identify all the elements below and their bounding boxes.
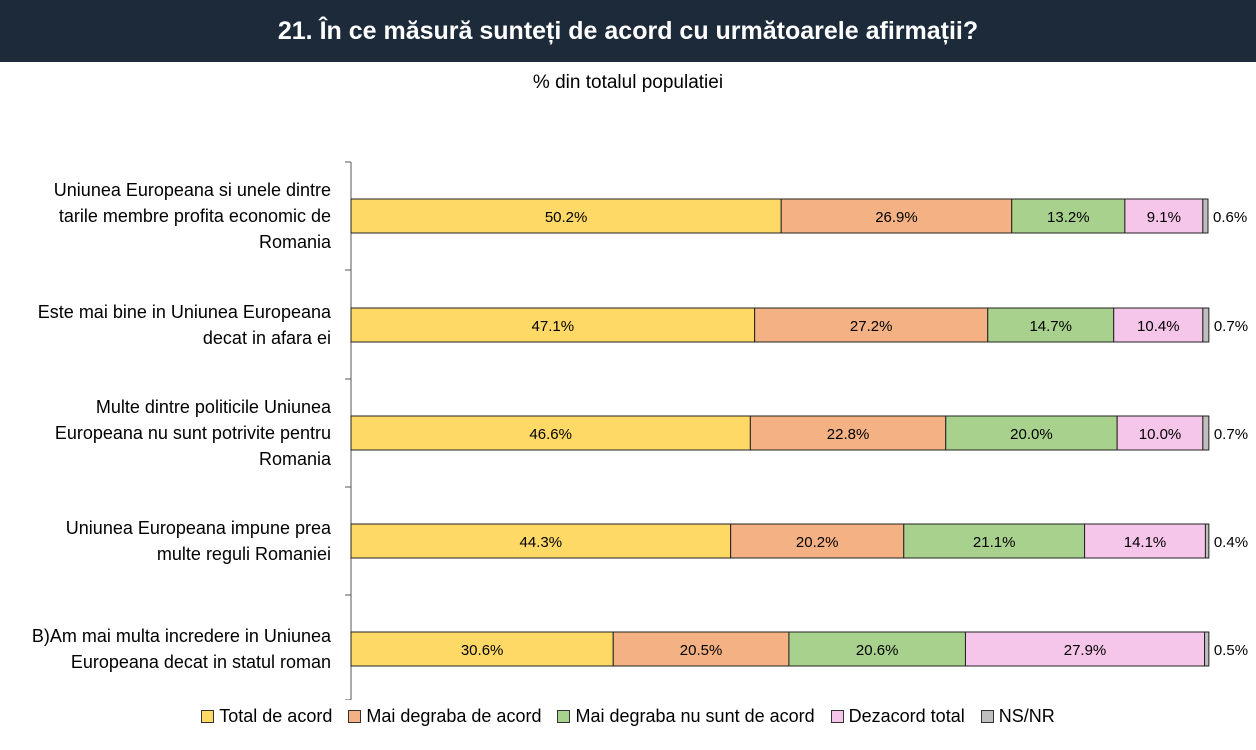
- bar-segment: [987, 307, 1115, 343]
- data-label: 13.2%: [1047, 209, 1090, 226]
- bar-segment: [903, 523, 1086, 559]
- chart-subtitle: % din totalul populatiei: [532, 72, 724, 93]
- data-label: 21.1%: [973, 534, 1016, 551]
- bar-segment: [350, 631, 614, 667]
- data-label: 14.7%: [1029, 318, 1072, 335]
- bar-segment: [964, 631, 1206, 667]
- data-label: 20.0%: [1010, 426, 1053, 443]
- legend-label: Mai degraba nu sunt de acord: [575, 705, 815, 726]
- legend-item: Total de acord: [201, 706, 332, 727]
- data-label: 0.4%: [1214, 534, 1248, 551]
- legend-label: Dezacord total: [848, 705, 965, 726]
- data-label: 20.5%: [680, 642, 723, 659]
- legend-swatch: [557, 709, 571, 723]
- category-label: B)Am mai multa incredere in Uniunea: [32, 626, 332, 646]
- bar-segment: [350, 198, 782, 234]
- bar-segment: [730, 523, 905, 559]
- data-label: 10.4%: [1137, 318, 1180, 335]
- bar-segment: [350, 415, 751, 451]
- category-label: Multe dintre politicile Uniunea: [96, 397, 332, 417]
- legend-item: Dezacord total: [830, 705, 965, 727]
- bar-segment: [612, 631, 790, 667]
- data-label: 9.1%: [1147, 209, 1181, 226]
- data-label: 22.8%: [827, 426, 870, 443]
- stacked-bar-chart: 50.2% 26.9% 13.2% 9.1% 0.6% Uniunea Europeana…: [32, 161, 1248, 700]
- bar-segment: [1084, 523, 1206, 559]
- bar-segment: [1202, 415, 1210, 451]
- data-label: 14.1%: [1124, 534, 1167, 551]
- legend-item: Mai degraba de acord: [348, 706, 541, 727]
- legend-label: Mai degraba de acord: [366, 705, 542, 726]
- legend-label: NS/NR: [998, 705, 1055, 726]
- data-label: 27.2%: [850, 318, 893, 335]
- bar-segment: [1204, 523, 1210, 559]
- data-label: 27.9%: [1064, 642, 1107, 659]
- category-label: Europeana nu sunt potrivite pentru: [55, 423, 331, 443]
- data-label: 10.0%: [1139, 426, 1182, 443]
- legend-swatch: [201, 709, 215, 723]
- chart-title-banner: 21. În ce măsură sunteți de acord cu urm…: [0, 0, 1256, 62]
- chart-legend: Total de acord Mai degraba de acord Mai de…: [0, 704, 1256, 728]
- category-label: Europeana decat in statul roman: [71, 652, 331, 672]
- chart-title: 21. În ce măsură sunteți de acord cu urm…: [277, 16, 979, 45]
- data-label: 20.6%: [856, 642, 899, 659]
- category-label: Este mai bine in Uniunea Europeana: [38, 302, 332, 322]
- bar-segment: [1011, 198, 1126, 234]
- data-label: 0.6%: [1213, 209, 1247, 226]
- data-label: 26.9%: [875, 209, 918, 226]
- legend-item: NS/NR: [980, 705, 1055, 727]
- data-label: 44.3%: [520, 534, 563, 551]
- data-label: 47.1%: [532, 318, 575, 335]
- category-label: Uniunea Europeana si unele dintre: [54, 180, 331, 200]
- data-label: 20.2%: [796, 534, 839, 551]
- data-label: 0.7%: [1214, 426, 1248, 443]
- legend-swatch: [830, 709, 844, 723]
- category-label: Uniunea Europeana impune prea: [66, 518, 332, 538]
- legend-item: Mai degraba nu sunt de acord: [557, 705, 815, 727]
- category-label: Romania: [259, 449, 332, 469]
- category-label: multe reguli Romaniei: [157, 544, 331, 564]
- data-label: 0.7%: [1214, 318, 1248, 335]
- legend-swatch: [980, 709, 994, 723]
- category-label: decat in afara ei: [203, 328, 331, 348]
- data-label: 46.6%: [529, 426, 572, 443]
- category-label: Romania: [259, 232, 332, 252]
- bar-segment: [1204, 631, 1210, 667]
- bar-segment: [945, 415, 1118, 451]
- bar-segment: [350, 523, 732, 559]
- bar-segment: [1202, 307, 1210, 343]
- data-label: 0.5%: [1214, 642, 1248, 659]
- data-label: 30.6%: [461, 642, 504, 659]
- bar-segment: [788, 631, 966, 667]
- bar-segment: [1202, 198, 1209, 234]
- legend-label: Total de acord: [219, 705, 333, 726]
- bar-segment: [350, 307, 756, 343]
- data-label: 50.2%: [545, 209, 588, 226]
- category-label: tarile membre profita economic de: [59, 206, 331, 226]
- legend-swatch: [348, 709, 362, 723]
